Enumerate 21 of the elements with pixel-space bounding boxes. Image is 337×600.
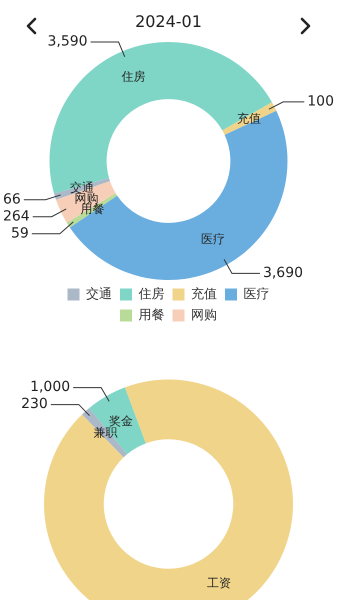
- data-label: 66: [2, 191, 21, 208]
- data-label: 100: [307, 94, 334, 110]
- slice-label: 交通: [70, 180, 94, 194]
- data-label: 3,690: [262, 264, 304, 281]
- legend-label: 医疗: [244, 286, 270, 302]
- data-label: 230: [21, 396, 48, 412]
- data-label: 59: [10, 225, 29, 242]
- legend-label: 交通: [86, 286, 112, 302]
- legend-label: 住房: [138, 286, 164, 302]
- slice-label: 奖金: [109, 414, 134, 428]
- slice-label: 工资: [206, 576, 231, 590]
- legend-label: 充值: [191, 286, 217, 302]
- legend-label: 网购: [191, 308, 217, 323]
- slice-label: 医疗: [200, 232, 225, 246]
- data-label: 264: [2, 208, 30, 224]
- legend-label: 用餐: [138, 308, 164, 323]
- slice-label: 兼职: [93, 426, 118, 440]
- data-label: 3,590: [47, 34, 88, 50]
- data-label: 1,000: [30, 379, 70, 396]
- slice-label: 住房: [120, 70, 146, 84]
- chart-title: 2024-01: [134, 12, 203, 31]
